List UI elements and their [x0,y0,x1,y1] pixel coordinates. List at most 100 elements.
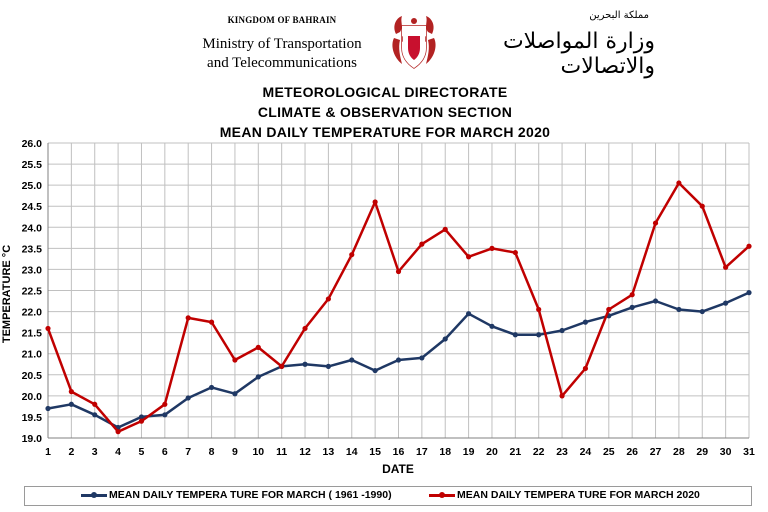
x-tick-label: 20 [486,446,498,458]
x-tick-label: 29 [696,446,708,458]
data-point [699,308,705,315]
title-line-2: CLIMATE & OBSERVATION SECTION [257,104,513,120]
data-point [68,389,74,395]
data-point [582,319,589,325]
kingdom-label: KINGDOM OF BAHRAIN [227,15,337,25]
y-tick-label: 20.5 [22,370,43,382]
data-point [162,401,168,407]
data-point [232,357,238,363]
data-point [185,315,191,321]
x-tick-label: 30 [720,446,732,458]
x-tick-label: 9 [232,446,238,458]
x-axis-label: DATE [382,462,414,476]
x-tick-label: 13 [323,446,335,458]
y-tick-label: 26.0 [22,138,43,150]
x-tick-label: 4 [115,446,121,458]
legend-label-2020: MEAN DAILY TEMPERA TURE FOR MARCH 2020 [457,489,700,501]
arabic-kingdom: مملكة البحرين [589,10,649,21]
y-tick-label: 24.0 [22,222,43,234]
data-point [652,220,659,226]
data-point [536,332,542,338]
data-point [512,249,518,256]
title-line-1: METEOROLOGICAL DIRECTORATE [262,84,508,100]
data-point [746,290,752,296]
temperature-line-chart: 19.0 19.5 20.0 20.5 21.0 21.5 22.0 22.5 23.0 23.5… [1,138,755,476]
data-point [208,384,215,391]
y-tick-label: 23.0 [22,264,43,276]
x-tick-label: 28 [673,446,685,458]
data-point [419,241,425,247]
data-point [536,306,542,313]
data-point [419,355,425,361]
legend-swatch-marker [91,492,97,498]
data-point [349,357,355,363]
y-axis-label: TEMPERATURE °C [1,245,13,343]
x-tick-label: 14 [346,446,358,458]
data-point [629,292,635,298]
data-point [512,332,518,338]
x-tick-label: 5 [139,446,145,458]
data-point [652,298,659,304]
data-point [442,226,448,232]
y-tick-label: 19.5 [22,412,43,424]
data-point [559,393,565,399]
legend-label-normal: MEAN DAILY TEMPERA TURE FOR MARCH ( 1961… [109,489,392,501]
data-point [349,252,355,258]
data-point [45,325,51,332]
x-tick-label: 2 [68,446,74,458]
y-tick-label: 20.0 [22,391,43,403]
y-tick-label: 23.5 [22,243,43,255]
x-tick-label: 27 [650,446,662,458]
data-point [676,180,682,186]
data-point [115,429,121,435]
x-tick-label: 1 [45,446,51,458]
arabic-ministry-name: مملكة البحرين وزارة المواصلات والاتصالات [445,10,655,79]
data-point [723,264,729,270]
x-tick-label: 11 [276,446,287,458]
data-point [92,412,98,418]
data-point [466,254,472,260]
y-tick-label: 21.5 [22,328,43,340]
y-tick-label: 25.0 [22,180,43,192]
data-point [68,401,74,407]
data-point [442,336,448,342]
x-tick-label: 8 [209,446,215,458]
data-point [255,344,261,350]
y-tick-label: 22.5 [22,286,43,298]
y-axis-ticks: 19.0 19.5 20.0 20.5 21.0 21.5 22.0 22.5 23.0 23.5… [22,138,43,445]
legend-swatch-marker [439,492,445,498]
ministry-line-1: Ministry of Transportation [202,36,362,52]
arabic-ministry: وزارة المواصلات والاتصالات [502,29,655,79]
data-point [606,306,612,313]
data-point [138,418,145,424]
data-point [372,199,378,205]
data-point [325,363,331,369]
data-point [255,374,261,380]
bahrain-emblem-logo [392,16,436,69]
data-point [559,327,565,334]
x-tick-label: 16 [393,446,405,458]
x-tick-label: 31 [743,446,755,458]
data-point [208,319,215,325]
data-point [582,365,589,372]
legend: MEAN DAILY TEMPERA TURE FOR MARCH ( 1961… [24,486,752,506]
data-point [723,300,729,306]
y-tick-label: 21.0 [22,349,43,361]
data-point [489,245,495,251]
x-tick-label: 24 [580,446,592,458]
ministry-name: Ministry of Transportation and Telecommu… [182,35,382,73]
data-point [162,412,168,418]
data-point [302,361,308,367]
y-tick-label: 25.5 [22,159,43,171]
data-point [746,243,752,249]
chart-titles: METEOROLOGICAL DIRECTORATE CLIMATE & OBS… [140,82,630,142]
data-point [699,203,705,209]
x-tick-label: 22 [533,446,545,458]
grid-lines [47,142,750,439]
x-tick-label: 23 [556,446,568,458]
data-point [185,395,191,401]
title-line-3: MEAN DAILY TEMPERATURE FOR MARCH 2020 [219,124,551,140]
x-tick-label: 7 [185,446,191,458]
data-point [232,391,238,397]
data-point [138,414,145,420]
